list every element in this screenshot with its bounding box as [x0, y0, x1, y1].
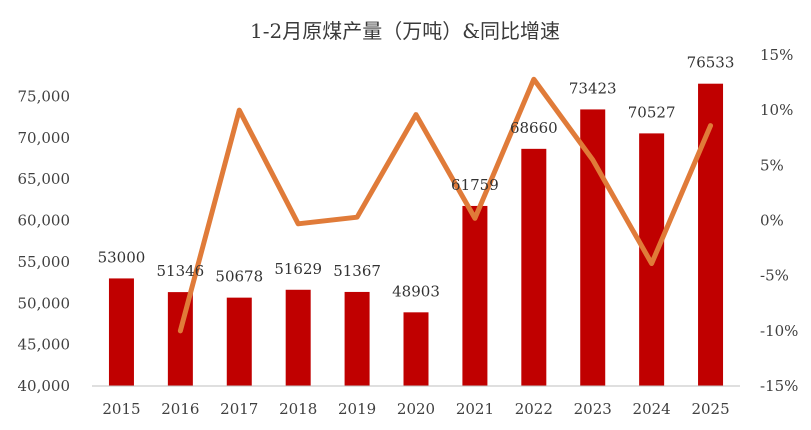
data-label-2015: 53000	[98, 248, 146, 266]
x-tick-label: 2023	[574, 400, 612, 418]
growth-point-2022	[532, 77, 536, 81]
labels-layer: 53000 51346 50678 51629 51367 48903 61759 68660…	[98, 54, 735, 301]
left-tick-label: 65,000	[18, 170, 71, 188]
bar-2023	[580, 109, 606, 386]
left-tick-label: 55,000	[18, 253, 71, 271]
x-tick-label: 2022	[515, 400, 553, 418]
bars-layer	[108, 83, 724, 386]
right-tick-label: 5%	[760, 156, 784, 174]
data-label-2019: 51367	[333, 262, 381, 280]
data-label-2018: 51629	[274, 260, 322, 278]
right-tick-label: -10%	[760, 322, 798, 340]
x-axis: 2015 2016 2017 2018 2019 2020 2021 2022 2023 2024…	[102, 400, 729, 418]
growth-point-2023	[591, 158, 595, 162]
bar-2021	[462, 205, 488, 386]
left-tick-label: 60,000	[18, 212, 71, 230]
x-tick-label: 2020	[397, 400, 435, 418]
bar-2018	[285, 289, 311, 386]
right-tick-label: -5%	[760, 267, 789, 285]
growth-point-2025	[709, 124, 713, 128]
data-label-2023: 73423	[569, 79, 617, 97]
bar-2025	[698, 83, 724, 386]
bar-2019	[344, 291, 370, 386]
growth-point-2019	[355, 215, 359, 219]
data-label-2022: 68660	[510, 119, 558, 137]
data-label-2017: 50678	[215, 268, 263, 286]
data-label-2021: 61759	[451, 176, 499, 194]
x-tick-label: 2015	[102, 400, 140, 418]
data-label-2016: 51346	[157, 262, 205, 280]
right-axis: -15% -10% -5% 0% 5% 10% 15%	[760, 46, 798, 395]
x-tick-label: 2025	[691, 400, 729, 418]
line-layer	[177, 76, 714, 334]
left-axis: 40,000 45,000 50,000 55,000 60,000 65,000 70,0…	[18, 87, 71, 395]
left-tick-label: 75,000	[18, 87, 71, 105]
growth-point-2017	[237, 108, 241, 112]
growth-point-2024	[650, 262, 654, 266]
bar-2022	[521, 148, 547, 386]
data-label-2020: 48903	[392, 282, 440, 300]
left-tick-label: 50,000	[18, 294, 71, 312]
growth-line	[177, 76, 714, 334]
x-tick-label: 2018	[279, 400, 317, 418]
bar-2017	[226, 297, 252, 386]
growth-point-2020	[414, 113, 418, 117]
data-label-2024: 70527	[628, 103, 676, 121]
left-tick-label: 70,000	[18, 129, 71, 147]
x-tick-label: 2021	[456, 400, 494, 418]
right-tick-label: -15%	[760, 377, 798, 395]
growth-point-2021	[473, 216, 477, 220]
right-tick-label: 15%	[760, 46, 793, 64]
bar-2020	[403, 312, 429, 386]
left-tick-label: 40,000	[18, 377, 71, 395]
x-tick-label: 2016	[161, 400, 199, 418]
growth-point-2018	[296, 222, 300, 226]
data-label-2025: 76533	[687, 54, 735, 72]
x-tick-label: 2017	[220, 400, 258, 418]
x-tick-label: 2019	[338, 400, 376, 418]
right-tick-label: 10%	[760, 101, 793, 119]
right-tick-label: 0%	[760, 212, 784, 230]
x-tick-label: 2024	[633, 400, 671, 418]
left-tick-label: 45,000	[18, 336, 71, 354]
chart-title: 1-2月原煤产量（万吨）&同比增速	[250, 19, 560, 43]
bar-2015	[108, 278, 134, 386]
growth-point-2016	[178, 329, 182, 333]
